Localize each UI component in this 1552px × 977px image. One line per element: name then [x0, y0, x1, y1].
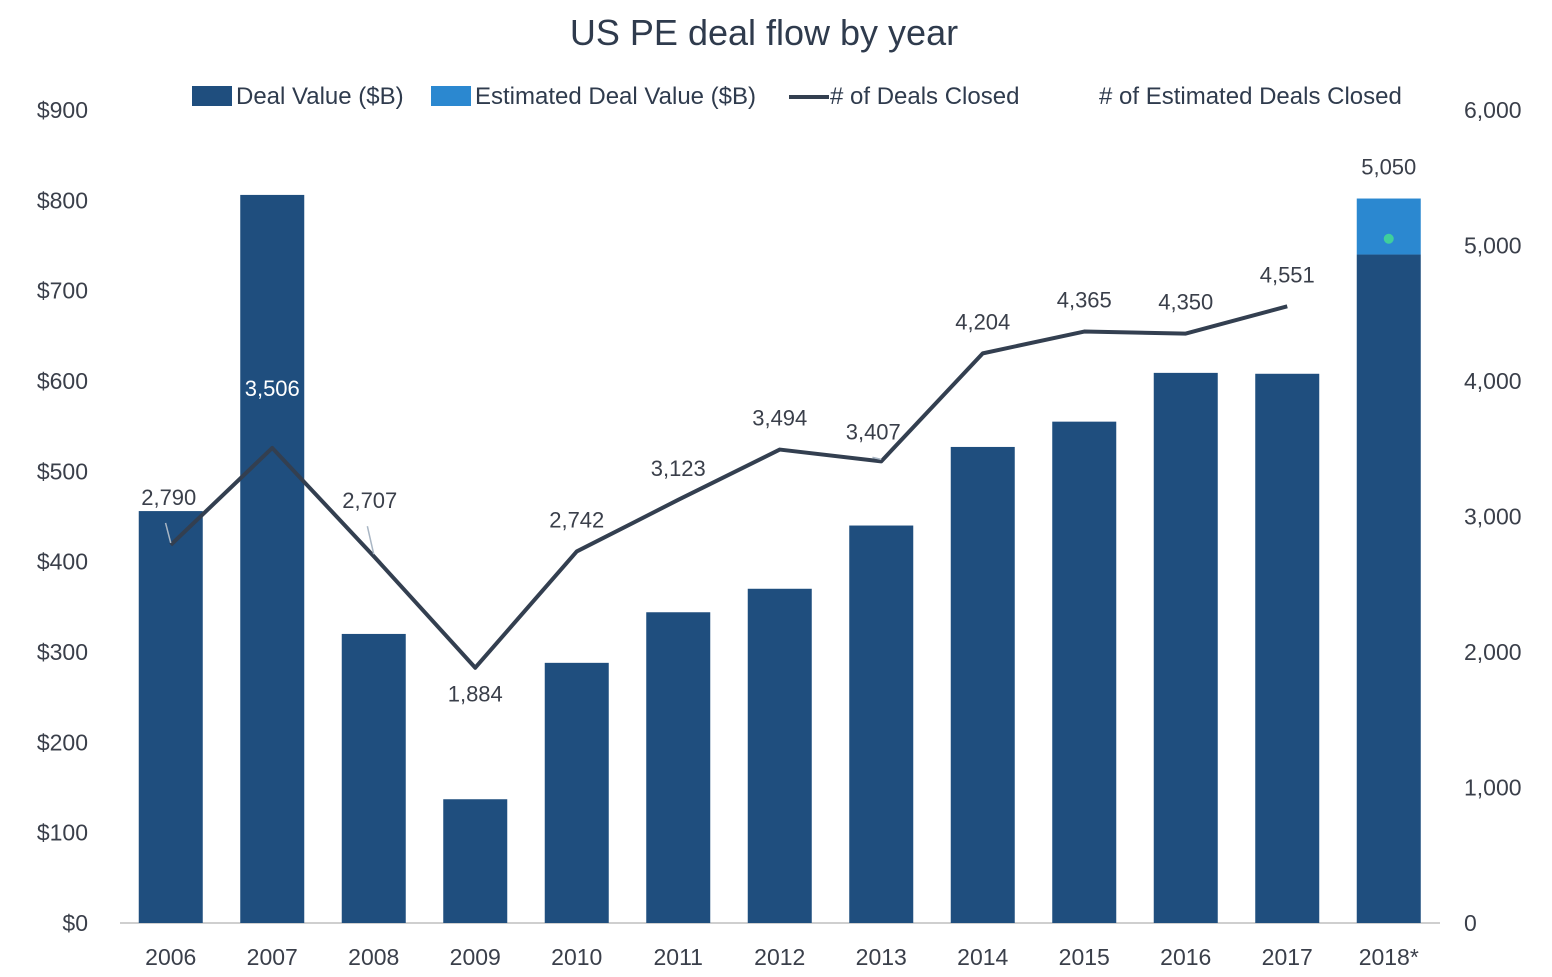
left-tick-label: $800: [37, 187, 88, 213]
x-tick-label: 2017: [1262, 944, 1313, 970]
left-tick-label: $900: [37, 97, 88, 123]
x-tick-label: 2015: [1059, 944, 1110, 970]
right-tick-label: 3,000: [1464, 504, 1522, 530]
bar-deal-value: [1255, 373, 1320, 924]
right-tick-label: 0: [1464, 910, 1477, 936]
bar-deal-value: [747, 588, 812, 923]
data-label-deals-closed: 3,407: [846, 419, 901, 444]
data-label-deals-closed: 4,204: [955, 309, 1010, 334]
left-tick-label: $200: [37, 729, 88, 755]
point-estimated-deals-closed: [1383, 233, 1394, 244]
bar-deal-value: [1153, 372, 1218, 923]
left-tick-label: $500: [37, 458, 88, 484]
data-label-deals-closed: 2,707: [342, 488, 397, 513]
bar-deal-value: [950, 446, 1015, 923]
line-deals-closed: [169, 304, 1288, 670]
legend-label-estimated-deal-value: Estimated Deal Value ($B): [475, 83, 756, 110]
axes: $0 $100 $200 $300 $400 $500 $600 $700 $800 $900 0…: [37, 97, 1522, 970]
x-tick-label: 2018*: [1359, 944, 1419, 970]
bar-deal-value: [443, 799, 508, 923]
data-label-deals-closed: 2,742: [549, 507, 604, 532]
legend-label-deals-closed: # of Deals Closed: [830, 83, 1019, 110]
data-label-deals-closed: 3,494: [752, 406, 807, 431]
data-label-deals-closed: 4,350: [1158, 290, 1213, 315]
x-tick-label: 2013: [856, 944, 907, 970]
data-labels: 2,790 3,506 2,707 1,884 2,742 3,123 3,494 3,407…: [141, 155, 1416, 707]
data-label-estimated-deals-closed: 5,050: [1361, 155, 1416, 180]
data-label-deals-closed: 4,365: [1057, 288, 1112, 313]
x-tick-label: 2014: [957, 944, 1008, 970]
right-tick-label: 6,000: [1464, 97, 1522, 123]
bars: [138, 194, 1421, 924]
bar-deal-value: [341, 633, 406, 923]
data-label-deals-closed: 3,123: [651, 456, 706, 481]
left-tick-label: $100: [37, 820, 88, 846]
legend-label-deal-value: Deal Value ($B): [236, 83, 404, 110]
data-label-deals-closed: 4,551: [1260, 262, 1315, 287]
leader-line: [872, 456, 882, 461]
x-tick-label: 2016: [1160, 944, 1211, 970]
bar-deal-value: [240, 194, 305, 923]
left-tick-label: $400: [37, 549, 88, 575]
bar-deal-value: [138, 511, 203, 923]
data-label-deals-closed: 1,884: [448, 682, 503, 707]
legend-label-estimated-deals-closed: # of Estimated Deals Closed: [1099, 83, 1402, 110]
x-tick-label: 2008: [348, 944, 399, 970]
legend-swatch-deal-value: [192, 86, 232, 106]
bar-estimated-deal-value: [1356, 198, 1421, 255]
x-axis-ticks: 2006 2007 2008 2009 2010 2011 2012 2013 2014 2015…: [145, 944, 1419, 970]
right-tick-label: 5,000: [1464, 233, 1522, 259]
x-tick-label: 2010: [551, 944, 602, 970]
left-axis-ticks: $0 $100 $200 $300 $400 $500 $600 $700 $800 $900: [37, 97, 88, 936]
data-label-deals-closed: 2,790: [141, 485, 196, 510]
right-tick-label: 4,000: [1464, 368, 1522, 394]
right-axis-ticks: 0 1,000 2,000 3,000 4,000 5,000 6,000: [1464, 97, 1522, 936]
lines: [169, 233, 1394, 670]
left-tick-label: $700: [37, 278, 88, 304]
bar-deal-value: [849, 525, 914, 923]
bar-deal-value: [1356, 254, 1421, 924]
x-tick-label: 2007: [247, 944, 298, 970]
chart-title: US PE deal flow by year: [570, 12, 958, 53]
right-tick-label: 1,000: [1464, 775, 1522, 801]
bar-deal-value: [646, 612, 711, 923]
legend-swatch-estimated-deal-value: [431, 86, 471, 106]
left-tick-label: $0: [62, 910, 88, 936]
bar-deal-value: [1052, 421, 1117, 923]
left-tick-label: $600: [37, 368, 88, 394]
right-tick-label: 2,000: [1464, 639, 1522, 665]
legend: Deal Value ($B) Estimated Deal Value ($B…: [192, 83, 1402, 110]
leader-line: [164, 522, 172, 544]
bar-deal-value: [544, 662, 609, 923]
data-label-deals-closed: 3,506: [245, 376, 300, 401]
left-tick-label: $300: [37, 639, 88, 665]
leader-line: [366, 526, 375, 555]
x-tick-label: 2012: [754, 944, 805, 970]
x-tick-label: 2006: [145, 944, 196, 970]
x-tick-label: 2009: [450, 944, 501, 970]
x-tick-label: 2011: [654, 944, 703, 970]
